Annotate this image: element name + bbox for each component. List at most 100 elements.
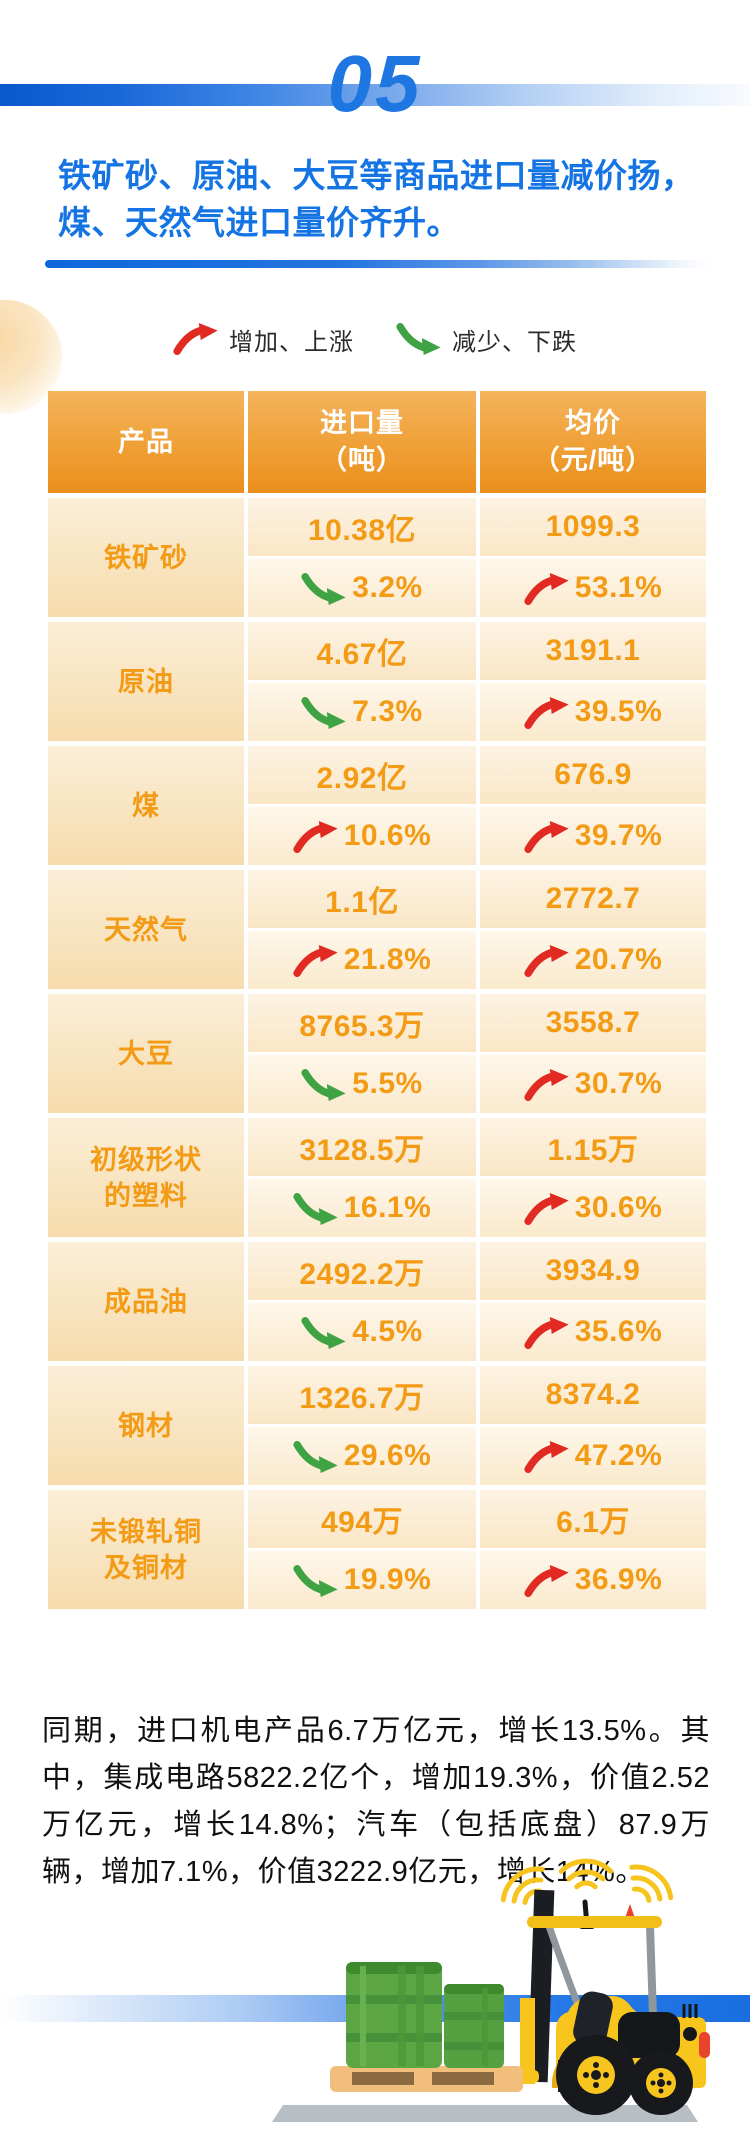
price-value: 3934.9 [480, 1242, 706, 1300]
up-arrow-icon [524, 1193, 569, 1225]
section-title: 铁矿砂、原油、大豆等商品进口量减价扬， 煤、天然气进口量价齐升。 [58, 152, 718, 246]
price-value: 6.1万 [480, 1490, 706, 1548]
price-change: 36.9% [480, 1551, 706, 1609]
up-arrow-icon [524, 821, 569, 853]
ground-bar [272, 2105, 698, 2122]
product-name: 铁矿砂 [48, 498, 244, 617]
price-value: 3558.7 [480, 994, 706, 1052]
volume-change: 21.8% [248, 931, 476, 989]
table-row: 煤 2.92亿 10.6% 676.9 39.7% [48, 746, 706, 865]
volume-change: 3.2% [248, 559, 476, 617]
pallet-graphic [330, 2066, 523, 2092]
title-line-2: 煤、天然气进口量价齐升。 [58, 204, 460, 241]
title-underline [45, 260, 713, 268]
up-arrow-icon [293, 821, 338, 853]
forklift-roof [527, 1916, 662, 1928]
products-table: 产品 进口量 （吨） 均价 （元/吨） 铁矿砂 10.38亿 3.2% 1099.3 5… [48, 391, 706, 1609]
forklift-illustration [0, 1858, 750, 2122]
product-name: 未锻轧铜及铜材 [48, 1490, 244, 1609]
volume-change: 10.6% [248, 807, 476, 865]
volume-value: 4.67亿 [248, 622, 476, 680]
col-header-product: 产品 [48, 391, 244, 493]
price-value: 1099.3 [480, 498, 706, 556]
table-row: 原油 4.67亿 7.3% 3191.1 39.5% [48, 622, 706, 741]
up-arrow-icon [524, 1441, 569, 1473]
volume-value: 8765.3万 [248, 994, 476, 1052]
price-change: 30.6% [480, 1179, 706, 1237]
product-name: 原油 [48, 622, 244, 741]
table-row: 大豆 8765.3万 5.5% 3558.7 30.7% [48, 994, 706, 1113]
price-change: 53.1% [480, 559, 706, 617]
down-arrow-icon [301, 1069, 346, 1101]
up-arrow-icon [524, 1069, 569, 1101]
up-arrow-icon [293, 945, 338, 977]
cab-opening [618, 2012, 680, 2058]
price-value: 3191.1 [480, 622, 706, 680]
down-arrow-icon [301, 697, 346, 729]
volume-change: 16.1% [248, 1179, 476, 1237]
header-gradient-bar [0, 84, 750, 106]
up-arrow-icon [524, 945, 569, 977]
product-name: 成品油 [48, 1242, 244, 1361]
table-body: 铁矿砂 10.38亿 3.2% 1099.3 53.1% 原油 4.67亿 7.3% 3191.… [48, 498, 706, 1609]
price-value: 1.15万 [480, 1118, 706, 1176]
table-header-row: 产品 进口量 （吨） 均价 （元/吨） [48, 391, 706, 493]
wifi-signal-icon [500, 1858, 674, 1905]
fork-vertical [520, 1998, 535, 2084]
table-row: 铁矿砂 10.38亿 3.2% 1099.3 53.1% [48, 498, 706, 617]
product-name: 钢材 [48, 1366, 244, 1485]
price-value: 8374.2 [480, 1366, 706, 1424]
volume-change: 4.5% [248, 1303, 476, 1361]
grille-lines [682, 2004, 698, 2018]
price-change: 39.7% [480, 807, 706, 865]
price-value: 2772.7 [480, 870, 706, 928]
product-name: 煤 [48, 746, 244, 865]
price-change: 39.5% [480, 683, 706, 741]
price-change: 30.7% [480, 1055, 706, 1113]
up-arrow-icon [173, 323, 218, 355]
section-number: 05 [327, 39, 423, 128]
down-arrow-icon [301, 1317, 346, 1349]
up-arrow-icon [524, 1565, 569, 1597]
table-row: 钢材 1326.7万 29.6% 8374.2 47.2% [48, 1366, 706, 1485]
title-line-1: 铁矿砂、原油、大豆等商品进口量减价扬， [58, 157, 695, 194]
front-wheel [556, 2035, 636, 2115]
col-header-volume: 进口量 （吨） [248, 391, 476, 493]
product-name: 天然气 [48, 870, 244, 989]
volume-value: 1326.7万 [248, 1366, 476, 1424]
footer-paragraph: 同期，进口机电产品6.7万亿元，增长13.5%。其中，集成电路5822.2亿个，… [42, 1715, 710, 1888]
volume-value: 494万 [248, 1490, 476, 1548]
fuel-cap [683, 2027, 697, 2041]
legend-item-down: 减少、下跌 [396, 322, 577, 357]
legend-down-label: 减少、下跌 [452, 328, 577, 356]
volume-value: 2.92亿 [248, 746, 476, 804]
roll-cage-front-pillar [545, 1922, 583, 2012]
volume-value: 1.1亿 [248, 870, 476, 928]
table-row: 未锻轧铜及铜材 494万 19.9% 6.1万 36.9% [48, 1490, 706, 1609]
down-arrow-icon [301, 573, 346, 605]
down-arrow-icon [293, 1565, 338, 1597]
price-value: 676.9 [480, 746, 706, 804]
down-arrow-icon [396, 323, 441, 355]
tail-light [699, 2032, 710, 2058]
roll-cage-rear-pillar [646, 1922, 657, 2020]
up-arrow-icon [524, 1317, 569, 1349]
down-arrow-icon [293, 1193, 338, 1225]
volume-value: 2492.2万 [248, 1242, 476, 1300]
legend: 增加、上涨 减少、下跌 [0, 316, 750, 362]
legend-item-up: 增加、上涨 [173, 322, 354, 357]
barrels-graphic [346, 1962, 504, 2068]
volume-change: 7.3% [248, 683, 476, 741]
product-name: 大豆 [48, 994, 244, 1113]
volume-value: 10.38亿 [248, 498, 476, 556]
down-arrow-icon [293, 1441, 338, 1473]
product-name: 初级形状的塑料 [48, 1118, 244, 1237]
forklift-seat [573, 1991, 613, 2047]
price-change: 35.6% [480, 1303, 706, 1361]
col-header-price: 均价 （元/吨） [480, 391, 706, 493]
price-change: 20.7% [480, 931, 706, 989]
legend-up-label: 增加、上涨 [229, 328, 354, 356]
up-arrow-icon [524, 573, 569, 605]
table-row: 成品油 2492.2万 4.5% 3934.9 35.6% [48, 1242, 706, 1361]
